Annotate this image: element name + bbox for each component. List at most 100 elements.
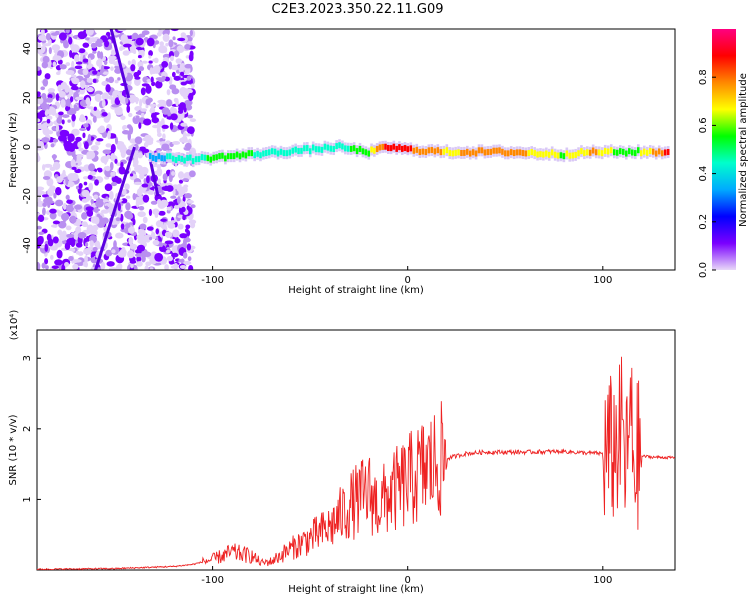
spectrogram-noise-point	[164, 186, 169, 191]
spectrogram-noise-point	[155, 220, 164, 228]
snr-xtick-label: -100	[201, 575, 224, 586]
spectrogram-band-cell	[341, 143, 344, 150]
spectrogram-noise-point	[180, 122, 188, 127]
spectrogram-band-cell	[521, 150, 525, 157]
spectrogram-noise-point	[93, 194, 99, 200]
spectrogram-noise-point	[98, 111, 102, 115]
spectrogram-noise-point	[143, 251, 152, 258]
spectrogram-noise-point	[135, 111, 143, 115]
spectrogram-noise-point	[47, 88, 56, 93]
spectrogram-noise-point	[88, 182, 94, 191]
spectrogram-band-cell	[631, 149, 634, 156]
spectrogram-streak	[109, 29, 131, 99]
spectrogram-noise-point	[136, 244, 146, 252]
spectrogram-noise-point	[163, 222, 167, 230]
spectrogram-noise-point	[173, 97, 179, 103]
spectrogram-noise-point	[79, 127, 87, 131]
spectrogram-noise-point	[159, 242, 164, 248]
spectrogram-band-cell	[186, 155, 189, 162]
spectrogram-noise-point	[181, 206, 186, 213]
spectrogram-noise-point	[159, 199, 169, 208]
spectrogram-noise-point	[170, 29, 179, 32]
spectrogram-noise-point	[150, 200, 158, 205]
spectrogram-noise-point	[138, 206, 145, 211]
spectrogram-band-cell	[565, 150, 569, 157]
spectrogram-noise-point	[108, 95, 113, 100]
spectrogram-noise-point	[141, 83, 150, 87]
snr-ytick-label: 2	[22, 426, 33, 432]
spectrogram-noise-point	[54, 30, 60, 36]
spectrogram-noise-point	[80, 80, 86, 89]
spectrogram-noise-point	[64, 261, 70, 267]
spectrogram-band-cell	[338, 142, 341, 149]
snr-multiplier: (x10⁴)	[9, 310, 20, 341]
spectrogram-noise-point	[110, 152, 116, 161]
snr-series-line	[36, 356, 676, 571]
spectrogram-band-cell	[317, 146, 321, 153]
spectrogram-noise-point	[75, 61, 83, 65]
spectrogram-noise-point	[155, 228, 160, 235]
spectrogram-noise-point	[159, 41, 164, 47]
spectrogram-noise-point	[89, 37, 97, 43]
spectrogram-noise-point	[142, 216, 148, 224]
spectrogram-band-cell	[625, 150, 628, 157]
spectrogram-noise-point	[184, 99, 193, 106]
spectrogram-noise-point	[139, 231, 147, 237]
colorbar-tick-label: 0.4	[698, 166, 709, 182]
spectrogram-noise-point	[65, 204, 74, 213]
spectrogram-noise-point	[102, 149, 112, 155]
spectrogram-band-cell	[288, 149, 292, 156]
spectrogram-noise-point	[120, 198, 128, 204]
spectrogram-band-cell	[241, 151, 245, 158]
spectrogram-noise-point	[54, 259, 63, 266]
spectrogram-noise-point	[141, 148, 150, 154]
spectrogram-noise-point	[82, 132, 86, 139]
spectrogram-noise-point	[106, 154, 111, 160]
spectrogram-noise-point	[66, 199, 73, 204]
spectrogram-noise-point	[137, 211, 146, 218]
spectrogram-noise-point	[94, 93, 102, 102]
spectrogram-noise-point	[65, 62, 71, 67]
spectrogram-noise-point	[129, 173, 134, 177]
spectrogram-noise-point	[186, 205, 191, 211]
spectrogram-noise-point	[136, 256, 142, 262]
spectrogram-noise-point	[173, 205, 180, 210]
spectrogram-band-cell	[495, 147, 498, 154]
spectrogram-band-cell	[349, 145, 353, 152]
spectrogram-noise-point	[49, 208, 57, 214]
spectrogram-noise-point	[37, 140, 42, 148]
spectrogram-noise-point	[65, 29, 70, 34]
colorbar-tick-label: 0.6	[698, 117, 709, 133]
spectrogram-noise-point	[127, 60, 131, 66]
spectrogram-noise-point	[75, 242, 83, 248]
spectrogram-band-cell	[395, 145, 398, 152]
spectrogram-band-cell	[628, 148, 631, 155]
spectrogram-noise-point	[82, 176, 89, 180]
spectrogram-band-cell	[235, 151, 239, 158]
spectrogram-noise-point	[157, 132, 162, 138]
spectrogram-band-cell	[486, 149, 490, 156]
spectrogram-band-cell	[527, 149, 531, 156]
spectrogram-band-cell	[294, 146, 297, 153]
spectrogram-noise-point	[178, 187, 186, 196]
spectrogram-noise-point	[37, 91, 41, 96]
spectrogram-noise-point	[42, 127, 50, 136]
snr-chart: -100 0 100 1 2 3 Height of straight line (km…	[8, 310, 676, 595]
spectrogram-noise-point	[86, 86, 94, 93]
spectrogram-noise-point	[70, 85, 79, 91]
spectrogram-noise-point	[135, 115, 140, 119]
spectrogram-noise-point	[179, 86, 187, 96]
spectrogram-band-cell	[297, 148, 300, 155]
spectrogram-noise-point	[37, 43, 41, 48]
spectrogram-band-cell	[474, 150, 478, 157]
spectrogram-noise-point	[53, 192, 57, 199]
spectrogram-noise-point	[87, 106, 95, 110]
spectrogram-noise-point	[125, 223, 131, 229]
spectrogram-noise-point	[184, 63, 193, 69]
spectrogram-band-cell	[344, 145, 347, 152]
spectrogram-band-cell	[332, 146, 335, 153]
spectrogram-noise-point	[132, 218, 136, 226]
spectrogram-noise-point	[94, 114, 103, 119]
spectrogram-noise-point	[61, 264, 66, 270]
spectrogram-band-cell	[606, 148, 610, 155]
